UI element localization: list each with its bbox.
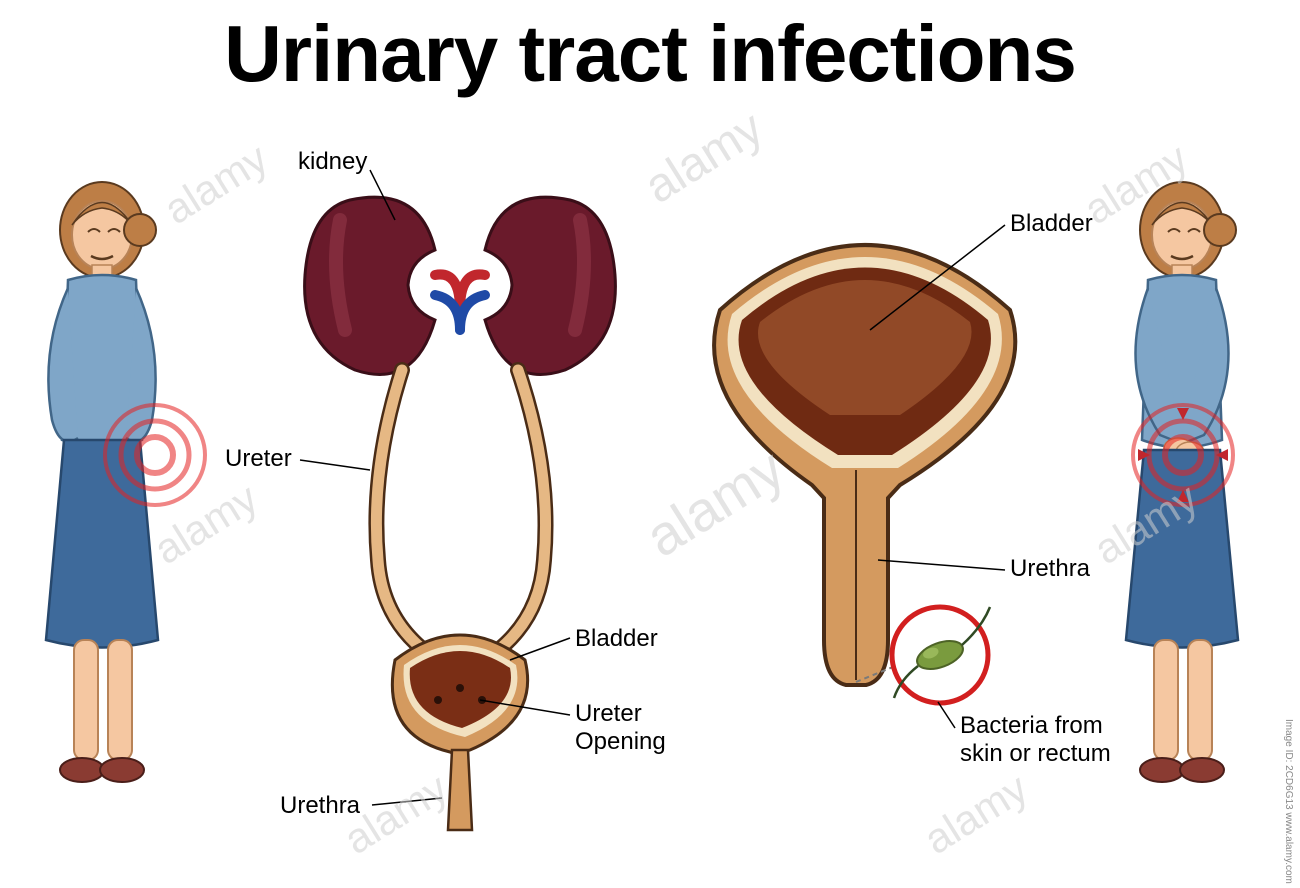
label-bladder-1: Bladder xyxy=(575,625,658,653)
kidney-left xyxy=(305,197,435,374)
watermark-image-id: Image ID: 2CD6G13 www.alamy.com xyxy=(1283,719,1294,884)
ureters xyxy=(376,370,545,655)
urinary-system-diagram xyxy=(305,197,616,830)
label-bacteria: Bacteria from skin or rectum xyxy=(960,712,1111,767)
label-urethra-2: Urethra xyxy=(1010,555,1090,583)
label-kidney: kidney xyxy=(298,148,367,176)
bladder-small xyxy=(392,635,527,753)
label-ureter: Ureter xyxy=(225,445,292,473)
woman-left-figure xyxy=(46,182,158,782)
label-bladder-2: Bladder xyxy=(1010,210,1093,238)
renal-vessels xyxy=(435,274,485,330)
label-urethra-1: Urethra xyxy=(280,792,360,820)
urethra-small xyxy=(448,750,472,830)
label-ureter-opening: Ureter Opening xyxy=(575,700,666,755)
kidney-right xyxy=(485,197,615,374)
pain-indicator-left xyxy=(105,405,205,505)
